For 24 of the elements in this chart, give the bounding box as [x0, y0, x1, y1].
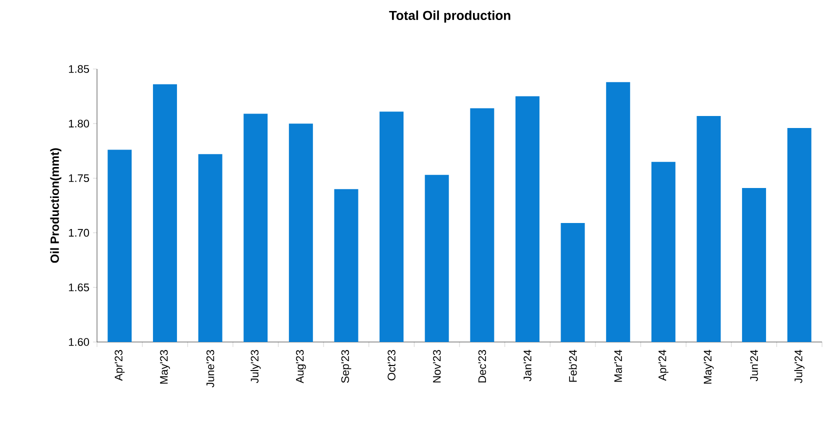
x-tick-label: July'23 [250, 350, 261, 384]
x-tick-label: Oct'23 [388, 350, 396, 380]
y-tick-label: 1.65 [68, 284, 90, 292]
x-tick-label: Aug'23 [296, 350, 306, 384]
x-tick-label: June'23 [206, 350, 214, 388]
x-tick-label: Sep'23 [341, 350, 352, 383]
x-tick-label: Jun'24 [750, 350, 758, 382]
x-tick-label: May'23 [160, 350, 170, 384]
chart-title: Total Oil production [389, 10, 510, 23]
x-tick-label: Mar'24 [614, 350, 622, 382]
x-tick-label: July'24 [794, 350, 804, 384]
x-tick-label: Feb'24 [568, 350, 577, 382]
x-tick-label: May'24 [704, 350, 714, 384]
x-tick-label: Nov'23 [432, 350, 441, 382]
x-tick-label: Apr'23 [114, 350, 125, 381]
y-tick-label: 1.70 [68, 228, 90, 237]
x-tick-label: Dec'23 [478, 350, 486, 382]
y-tick-label: 1.75 [68, 174, 90, 182]
x-tick-label: Jan'24 [524, 350, 532, 382]
x-tick-label: Apr'24 [658, 350, 668, 381]
y-axis-title: Oil Production(mmt) [50, 148, 62, 263]
y-tick-label: 1.85 [68, 65, 90, 73]
y-tick-label: 1.80 [68, 120, 90, 128]
y-tick-label: 1.60 [68, 338, 90, 346]
